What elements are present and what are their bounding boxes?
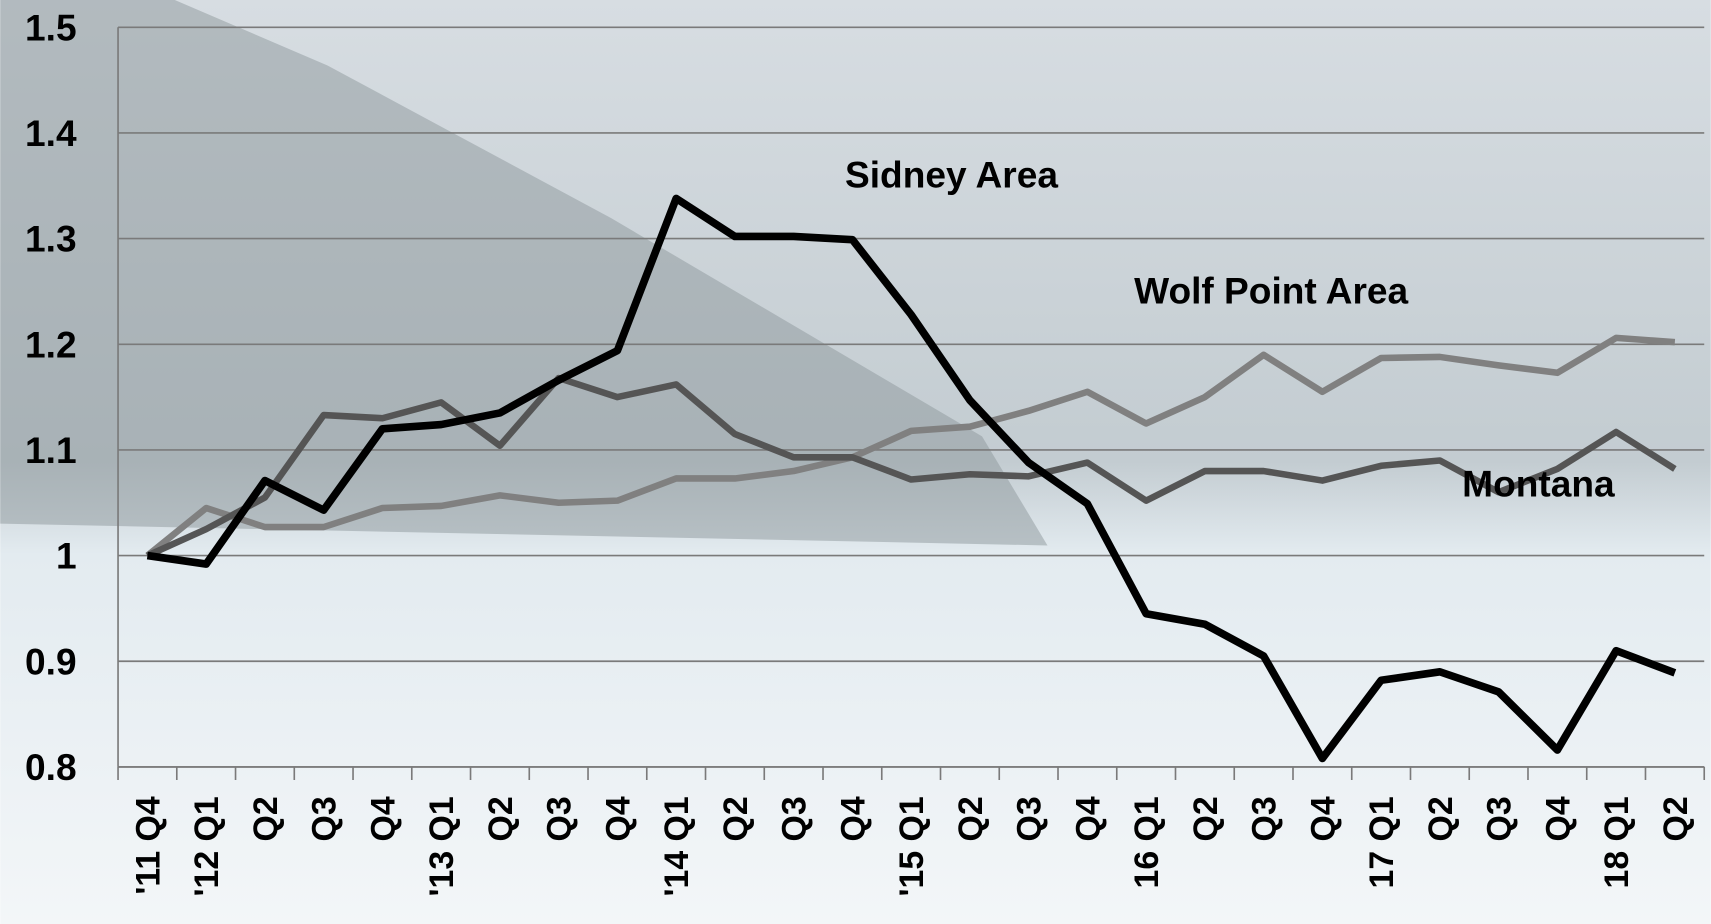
x-tick-label: Q2 [717,796,755,841]
x-tick-label: 16 Q1 [1128,796,1166,888]
series-label: Sidney Area [845,154,1058,196]
x-tick-label: '11 Q4 [129,796,167,894]
x-tick-label: Q3 [1246,796,1284,841]
x-tick-label: '13 Q1 [423,796,461,896]
forest [0,0,1048,546]
y-tick-label: 1.4 [25,112,77,154]
y-tick-label: 0.8 [25,746,77,788]
y-tick-label: 1.5 [25,6,77,48]
x-tick-label: '14 Q1 [658,796,696,896]
x-tick-label: 18 Q1 [1598,796,1636,888]
x-tick-label: 17 Q1 [1363,796,1401,888]
x-tick-label: Q4 [364,796,402,841]
y-tick-label: 0.9 [25,640,77,682]
x-tick-label: Q3 [306,796,344,841]
x-tick-label: Q4 [599,796,637,841]
x-tick-label: Q4 [1304,796,1342,841]
x-tick-label: Q3 [1011,796,1049,841]
x-tick-label: '12 Q1 [188,796,226,896]
x-tick-label: Q3 [541,796,579,841]
x-tick-label: Q2 [482,796,520,841]
series-label: Wolf Point Area [1134,269,1408,311]
x-tick-label: Q4 [1539,796,1577,841]
x-tick-label: Q3 [776,796,814,841]
series-line [146,374,1677,559]
x-tick-label: Q3 [1481,796,1519,841]
series-line [145,334,1676,559]
series-line [146,194,1677,763]
y-tick-label: 1.2 [25,323,77,365]
x-tick-label: Q2 [952,796,990,841]
x-tick-label: '15 Q1 [893,796,931,896]
x-tick-label: Q4 [834,796,872,841]
x-tick-label: Q2 [1187,796,1225,841]
x-tick-label: Q4 [1069,796,1107,841]
x-tick-label: Q2 [1422,796,1460,841]
x-tick-label: Q2 [1657,796,1695,841]
series-label: Montana [1462,462,1615,504]
y-tick-label: 1.1 [25,429,77,471]
y-tick-label: 1.3 [25,218,77,260]
y-tick-label: 1 [56,535,77,577]
x-tick-label: Q2 [247,796,285,841]
